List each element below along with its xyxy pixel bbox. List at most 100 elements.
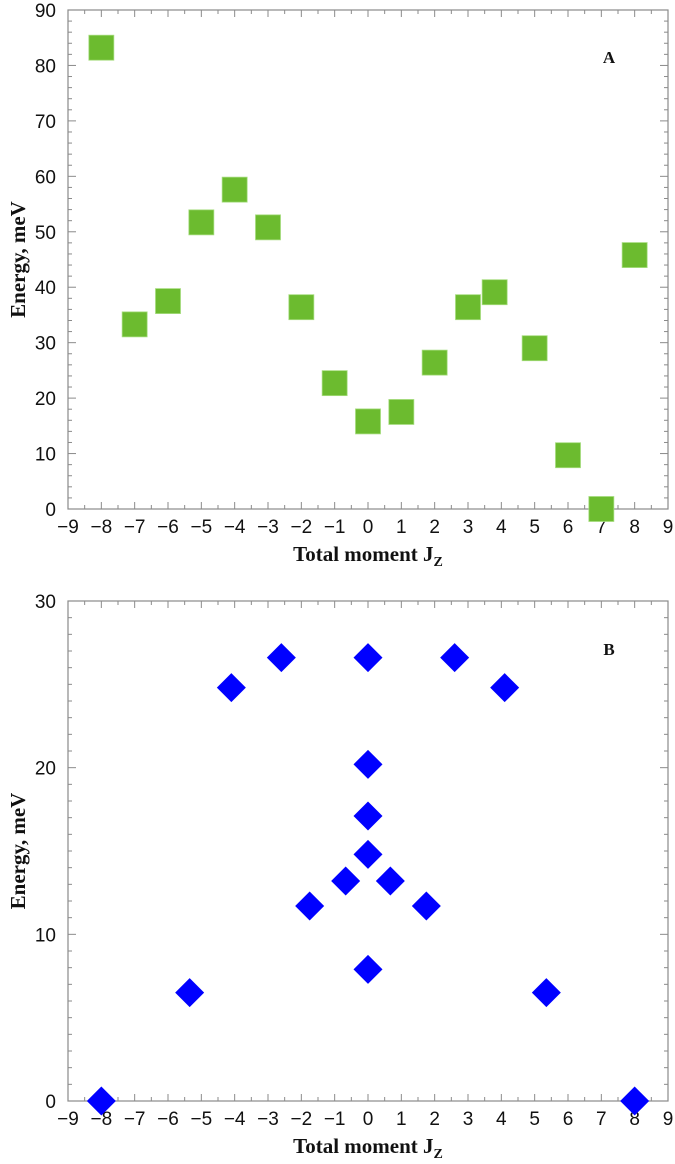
y-axis-title: Energy, meV: [6, 793, 30, 910]
y-tick-label: 50: [35, 223, 56, 244]
x-tick-label: 7: [596, 517, 607, 538]
square-marker: [355, 408, 381, 435]
y-tick-label: 30: [35, 592, 56, 613]
diamond-marker: [353, 643, 383, 673]
x-axis: −9 −8 −7 −6 −5 −4 −3 −2 −1 0 1 2 3 4 5 6 7 8 9: [57, 10, 673, 538]
y-axis: 0 10 20 30 40 50 60 70 80 90: [35, 1, 668, 521]
x-tick-label: 8: [629, 1109, 640, 1130]
x-tick-label: −5: [190, 1109, 212, 1130]
x-tick-label: −3: [257, 517, 279, 538]
square-marker: [255, 214, 281, 241]
x-tick-label: 5: [529, 517, 540, 538]
x-tick-label: −2: [290, 517, 312, 538]
diamond-marker: [531, 978, 561, 1008]
square-marker: [155, 288, 181, 314]
square-marker: [121, 311, 148, 338]
x-tick-label: 1: [396, 1109, 407, 1130]
diamond-marker: [295, 891, 325, 921]
y-tick-label: 70: [35, 112, 56, 133]
square-marker: [555, 442, 581, 469]
x-tick-label: −8: [90, 1109, 112, 1130]
x-axis-title: Total moment JZ: [293, 542, 443, 570]
x-tick-label: −8: [90, 517, 112, 538]
data-markers: [88, 34, 648, 522]
x-tick-label: −2: [290, 1109, 312, 1130]
y-tick-label: 80: [35, 56, 56, 77]
square-marker: [221, 176, 248, 203]
y-tick-label: 0: [45, 500, 56, 521]
x-tick-label: −4: [224, 517, 246, 538]
panel-a-energy-vs-moment: −9 −8 −7 −6 −5 −4 −3 −2 −1 0 1 2 3 4 5 6 7 8 9010203040506…: [6, 1, 673, 570]
x-tick-label: −4: [224, 1109, 246, 1130]
x-tick-label: 6: [563, 1109, 574, 1130]
y-tick-label: 20: [35, 759, 56, 780]
panel-b-energy-vs-moment: −9 −8 −7 −6 −5 −4 −3 −2 −1 0 1 2 3 4 5 6 7 8 9 0 10 20 30 Energ…: [6, 592, 673, 1162]
diamond-marker: [331, 866, 361, 896]
diamond-marker: [353, 801, 383, 831]
x-tick-label: 3: [463, 1109, 474, 1130]
x-tick-label: 3: [463, 517, 474, 538]
x-tick-label: −6: [157, 517, 179, 538]
x-tick-label: 5: [529, 1109, 540, 1130]
y-tick-label: 0: [45, 1092, 56, 1113]
x-axis-title-subscript: Z: [434, 1147, 443, 1162]
y-axis-title: Energy, meV: [6, 201, 30, 318]
diamond-marker: [353, 839, 383, 869]
diamond-marker: [620, 1086, 650, 1116]
diamond-marker: [440, 643, 470, 673]
square-marker: [455, 294, 481, 321]
x-axis-title: Total moment JZ: [293, 1134, 443, 1162]
x-tick-label: 2: [429, 517, 440, 538]
x-tick-label: −1: [324, 517, 346, 538]
x-tick-label: −6: [157, 1109, 179, 1130]
diamond-marker: [353, 749, 383, 779]
square-marker: [188, 209, 215, 236]
x-tick-label: 4: [496, 1109, 507, 1130]
diamond-marker: [353, 954, 383, 984]
square-marker: [88, 34, 115, 61]
x-tick-label: 8: [629, 517, 640, 538]
panel-label: A: [603, 48, 616, 67]
data-markers: [86, 643, 650, 1116]
y-tick-label: 40: [35, 278, 56, 299]
x-tick-label: 0: [363, 517, 374, 538]
x-tick-label: −5: [190, 517, 212, 538]
x-tick-label: 9: [663, 517, 674, 538]
x-tick-label: −1: [324, 1109, 346, 1130]
square-marker: [288, 294, 315, 321]
y-tick-label: 10: [35, 445, 56, 466]
diamond-marker: [490, 673, 520, 703]
x-tick-label: 7: [596, 1109, 607, 1130]
square-marker: [388, 399, 415, 425]
x-tick-label: 1: [396, 517, 407, 538]
y-tick-label: 30: [35, 334, 56, 355]
square-marker: [481, 279, 508, 306]
square-marker: [421, 349, 448, 376]
x-tick-label: −9: [57, 517, 79, 538]
y-tick-label: 20: [35, 389, 56, 410]
x-axis: −9 −8 −7 −6 −5 −4 −3 −2 −1 0 1 2 3 4 5 6 7 8 9: [57, 601, 673, 1130]
diamond-marker: [86, 1086, 116, 1116]
x-tick-label: −7: [124, 517, 146, 538]
x-tick-label: −9: [57, 1109, 79, 1130]
y-tick-label: 90: [35, 1, 56, 22]
x-tick-label: −7: [124, 1109, 146, 1130]
diamond-marker: [266, 643, 296, 673]
square-marker: [321, 370, 348, 397]
y-tick-label: 60: [35, 167, 56, 188]
diamond-marker: [375, 866, 405, 896]
x-tick-label: 4: [496, 517, 507, 538]
square-marker: [621, 242, 648, 268]
diamond-marker: [175, 978, 205, 1008]
panel-label: B: [603, 640, 614, 659]
y-tick-label: 10: [35, 925, 56, 946]
x-tick-label: 6: [563, 517, 574, 538]
x-tick-label: 2: [429, 1109, 440, 1130]
y-axis: 0 10 20 30: [35, 592, 668, 1113]
square-marker: [588, 496, 615, 522]
square-marker: [521, 335, 548, 362]
x-tick-label: −3: [257, 1109, 279, 1130]
x-axis-title-subscript: Z: [434, 555, 443, 570]
x-tick-label: 9: [663, 1109, 674, 1130]
